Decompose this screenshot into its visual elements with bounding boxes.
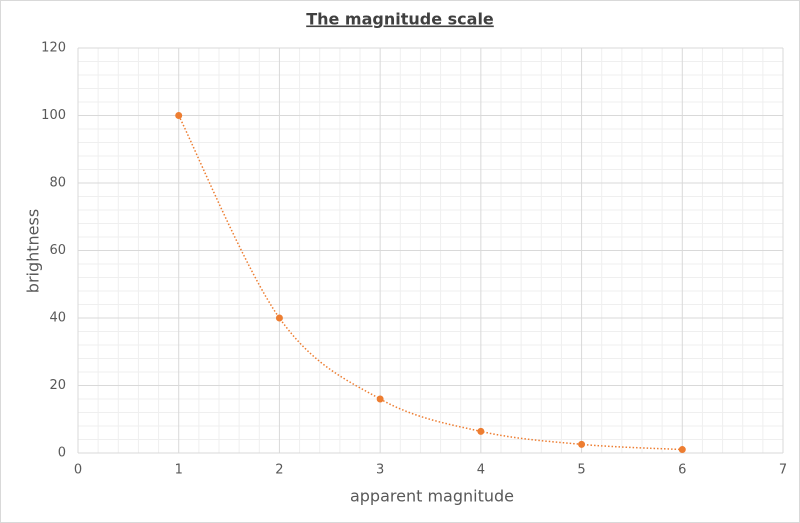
y-tick-label: 0 [58, 446, 66, 461]
trend-line [178, 115, 683, 451]
x-tick-label: 6 [678, 463, 686, 478]
x-tick-label: 5 [577, 463, 585, 478]
x-tick-label: 0 [74, 463, 82, 478]
data-point [376, 395, 384, 403]
y-tick-label: 100 [41, 108, 66, 123]
y-axis-label: brightness [24, 209, 43, 293]
x-tick-label: 1 [175, 463, 183, 478]
data-point [678, 446, 686, 454]
y-tick-label: 80 [49, 176, 66, 191]
data-point [275, 314, 283, 322]
y-tick-label: 40 [49, 311, 66, 326]
chart-title: The magnitude scale [306, 10, 494, 29]
x-tick-label: 3 [376, 463, 384, 478]
x-tick-label: 2 [275, 463, 283, 478]
data-point [477, 427, 485, 435]
data-point [175, 112, 183, 119]
y-tick-label: 60 [49, 243, 66, 258]
x-tick-label: 4 [477, 463, 485, 478]
y-tick-label: 20 [49, 378, 66, 393]
data-point [578, 440, 586, 448]
x-tick-label: 7 [779, 463, 787, 478]
x-axis-label: apparent magnitude [350, 487, 514, 506]
y-tick-label: 120 [41, 41, 66, 56]
